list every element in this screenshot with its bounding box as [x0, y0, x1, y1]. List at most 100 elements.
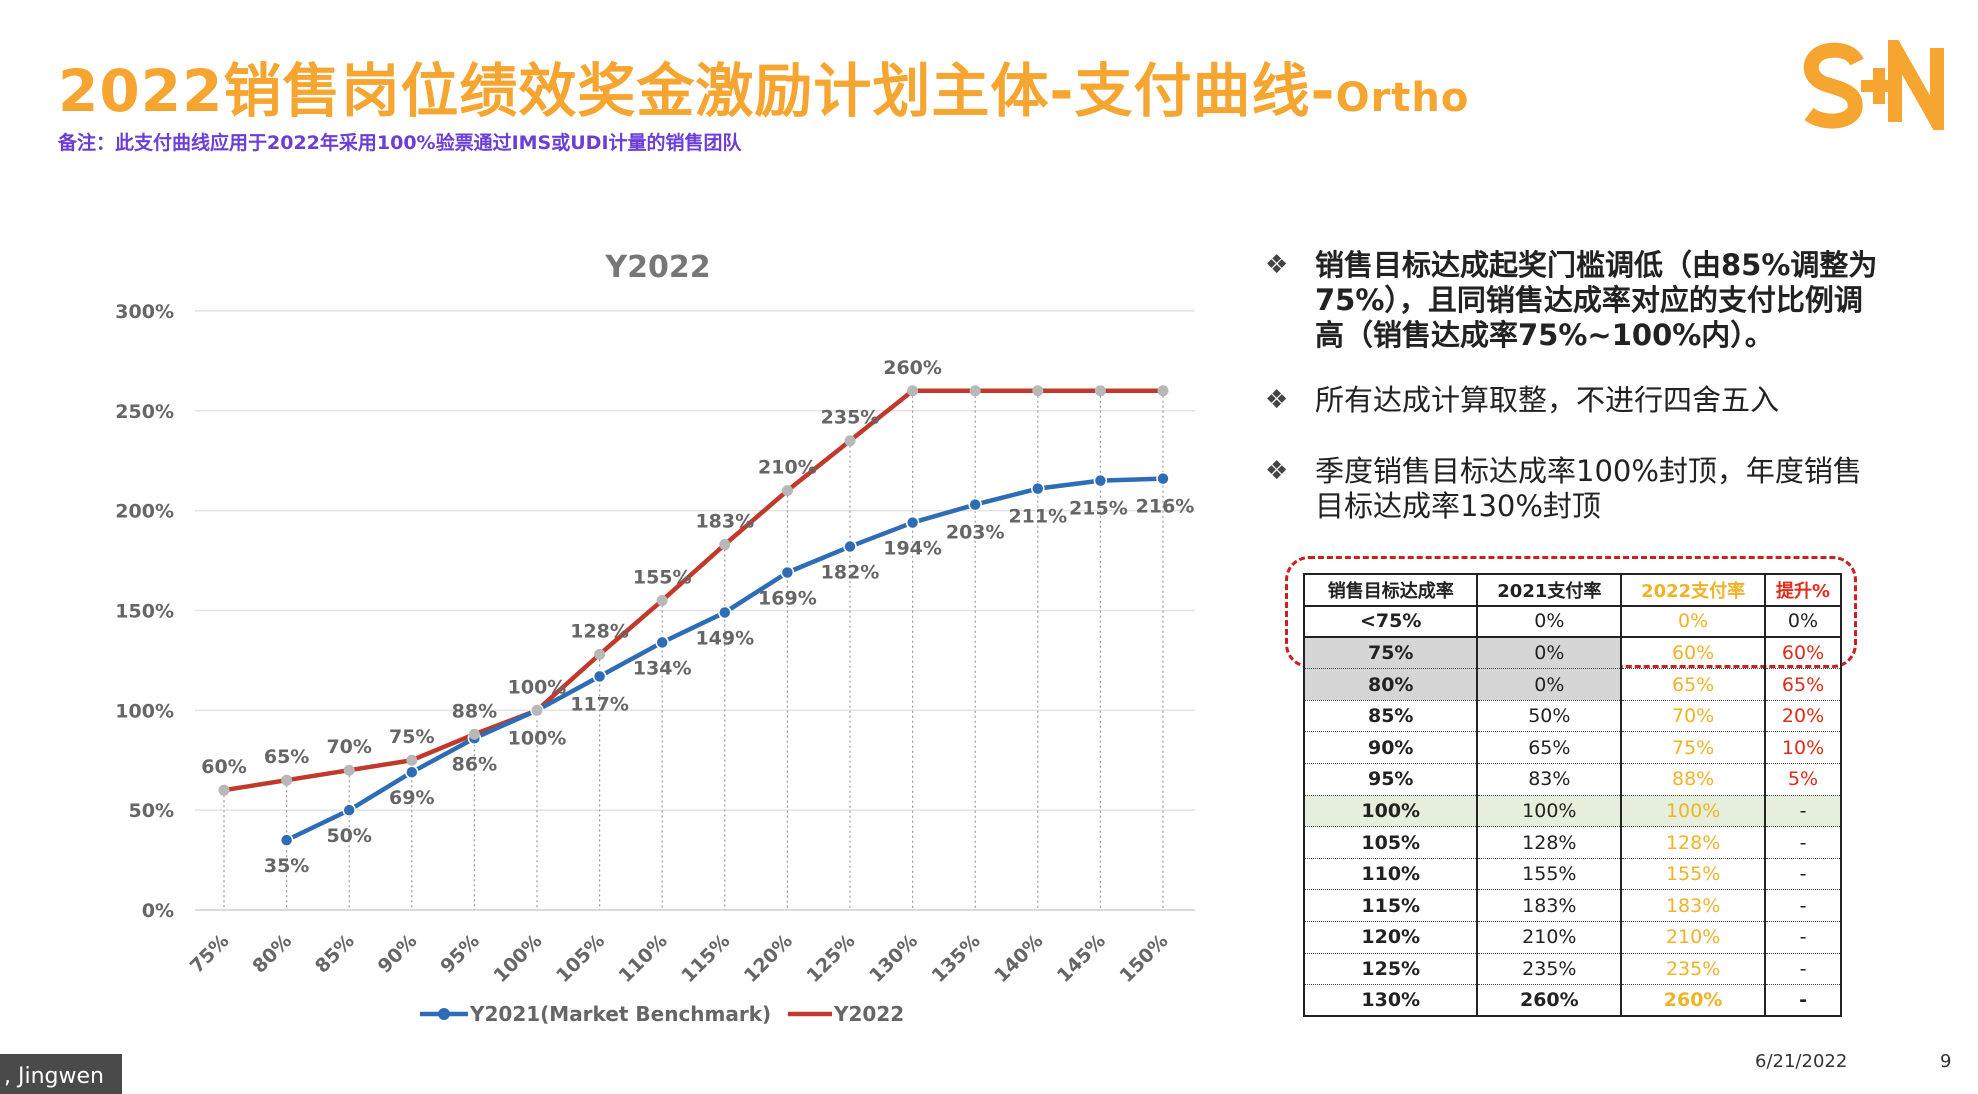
y-tick-label: 200% [115, 501, 174, 523]
y-tick-label: 50% [129, 800, 174, 822]
cell-2021-rate: 235% [1476, 953, 1623, 986]
cell-increase: - [1764, 953, 1842, 986]
cell-2021-rate: 65% [1476, 731, 1623, 765]
data-label-2021: 149% [695, 627, 754, 649]
data-point-2022 [844, 435, 856, 447]
data-point-2021 [780, 565, 795, 580]
x-tick-label: 110% [615, 930, 672, 987]
data-point-2021 [1156, 471, 1170, 486]
data-label-2021: 35% [264, 855, 309, 877]
x-tick-label: 115% [677, 930, 734, 987]
cell-increase: - [1764, 795, 1842, 828]
note-item: ❖ 销售目标达成起奖门槛调低（由85%调整为75%），且同销售达成率对应的支付比例… [1265, 248, 1878, 352]
cell-2021-rate: 0% [1476, 605, 1623, 639]
x-tick-label: 145% [1053, 930, 1110, 987]
cell-achievement: 120% [1302, 921, 1479, 954]
data-label-2021: 182% [821, 562, 880, 584]
cell-2022-rate: 235% [1620, 953, 1767, 986]
table-row: 75% 0% 60% 60% [1302, 637, 1842, 670]
cell-2021-rate: 260% [1476, 984, 1623, 1018]
data-point-2021 [342, 803, 356, 817]
legend-label-2021: Y2021(Market Benchmark) [469, 1002, 771, 1026]
table-row: 85% 50% 70% 20% [1302, 700, 1842, 733]
payment-curve-chart: Y2022 0% 50% 100% 150% 200% 250% 300% 75% 80% 85… [115, 250, 1195, 1026]
data-point-2022 [531, 704, 543, 716]
data-point-2021 [843, 539, 857, 554]
cell-2022-rate: 70% [1620, 700, 1767, 733]
table-row: 80% 0% 65% 65% [1302, 668, 1842, 701]
data-point-2021 [279, 833, 294, 847]
x-tick-label: 90% [374, 930, 422, 978]
payment-rate-table: 销售目标达成率 2021支付率 2022支付率 提升% <75% 0% 0% 0% 75… [1302, 573, 1842, 1018]
company-logo-icon [1803, 40, 1944, 130]
header-2022-rate: 2022支付率 [1620, 573, 1767, 607]
cell-2021-rate: 50% [1476, 700, 1623, 733]
cell-2021-rate: 0% [1476, 637, 1623, 670]
x-tick-label: 85% [311, 930, 359, 978]
data-label-2022: 75% [389, 726, 434, 748]
data-point-2022 [656, 594, 668, 606]
cell-increase: 5% [1764, 763, 1842, 796]
data-label-2022: 155% [633, 566, 692, 588]
table-row: 120% 210% 210% - [1302, 921, 1842, 954]
data-label-2021: 211% [1008, 506, 1067, 528]
data-point-2022 [468, 728, 480, 740]
cell-2021-rate: 100% [1476, 795, 1623, 828]
data-label-2022: 65% [264, 746, 309, 768]
data-label-2021: 50% [326, 825, 371, 847]
data-label-2022: 128% [570, 620, 629, 642]
data-point-2022 [969, 385, 981, 397]
cell-2022-rate: 210% [1620, 921, 1767, 954]
series-line-2022 [223, 388, 1163, 793]
y-tick-label: 300% [115, 301, 174, 323]
header-increase: 提升% [1764, 573, 1842, 607]
cell-achievement: 125% [1302, 953, 1479, 986]
cell-increase: - [1764, 984, 1842, 1018]
cell-increase: - [1764, 826, 1842, 859]
cell-achievement: 115% [1302, 889, 1479, 923]
data-point-2022 [281, 774, 293, 786]
data-label-2022: 60% [201, 756, 246, 778]
data-point-2021 [968, 497, 982, 512]
cell-achievement: 90% [1302, 731, 1479, 765]
data-point-2022 [594, 648, 606, 660]
cell-achievement: 130% [1302, 984, 1479, 1018]
table-row: 115% 183% 183% - [1302, 889, 1842, 923]
cell-achievement: 80% [1302, 668, 1479, 701]
cell-2021-rate: 155% [1476, 858, 1623, 891]
data-label-2022: 183% [695, 511, 754, 533]
cell-2022-rate: 88% [1620, 763, 1767, 796]
data-point-2022 [1032, 385, 1044, 397]
header-2021-rate: 2021支付率 [1476, 573, 1623, 607]
y-tick-label: 150% [115, 600, 174, 622]
cell-increase: 20% [1764, 700, 1842, 733]
x-tick-label: 130% [865, 930, 922, 987]
cell-2021-rate: 128% [1476, 826, 1623, 859]
x-tick-label: 80% [248, 930, 296, 978]
cell-achievement: 110% [1302, 858, 1479, 891]
data-point-2022 [406, 754, 418, 766]
diamond-bullet-icon: ❖ [1265, 456, 1289, 486]
x-tick-label: 150% [1115, 930, 1172, 987]
presenter-name-tag: , Jingwen [0, 1054, 122, 1094]
notes-list: ❖ 销售目标达成起奖门槛调低（由85%调整为75%），且同销售达成率对应的支付比例… [1265, 248, 1885, 524]
cell-2021-rate: 0% [1476, 668, 1623, 701]
x-tick-label: 125% [802, 930, 859, 987]
page-title: 2022销售岗位绩效奖金激励计划主体-支付曲线-Ortho [58, 57, 1470, 125]
cell-increase: 0% [1764, 605, 1842, 639]
data-label-2021: 194% [883, 538, 942, 560]
note-item: ❖ 季度销售目标达成率100%封顶，年度销售目标达成率130%封顶 [1265, 454, 1862, 523]
data-point-2021 [905, 515, 920, 530]
cell-achievement: 95% [1302, 763, 1479, 796]
cell-2022-rate: 260% [1620, 984, 1767, 1018]
data-point-2021 [655, 635, 669, 650]
diamond-bullet-icon: ❖ [1265, 385, 1289, 415]
table-header-row: 销售目标达成率 2021支付率 2022支付率 提升% [1302, 573, 1842, 607]
table-row: <75% 0% 0% 0% [1302, 605, 1842, 639]
data-label-2021: 134% [633, 657, 692, 679]
data-point-2022 [719, 539, 731, 551]
x-tick-label: 75% [186, 930, 234, 978]
cell-2022-rate: 100% [1620, 795, 1767, 828]
cell-2021-rate: 83% [1476, 763, 1623, 796]
note-item: ❖ 所有达成计算取整，不进行四舍五入 [1265, 383, 1780, 417]
